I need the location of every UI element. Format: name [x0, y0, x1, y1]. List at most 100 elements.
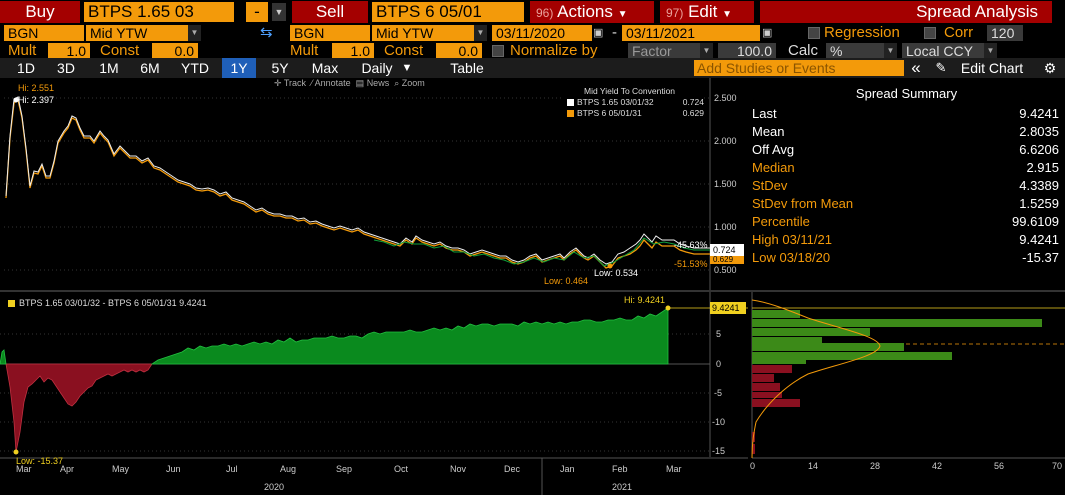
histogram-negative-bars: [752, 365, 800, 454]
y-tick-label: 2.500: [714, 93, 737, 103]
actions-menu[interactable]: 96) Actions ▼: [530, 1, 654, 23]
chevron-down-icon[interactable]: ▼: [884, 43, 897, 59]
regression-checkbox[interactable]: [808, 27, 820, 39]
news-tool[interactable]: News: [366, 78, 390, 88]
y-tick-label: -5: [714, 388, 722, 398]
calc-select[interactable]: %: [826, 43, 890, 59]
histogram-bar: [752, 360, 806, 364]
page-title: Spread Analysis: [760, 1, 1052, 23]
x-tick-label: Jan: [560, 464, 575, 474]
spread-histogram[interactable]: 0 14 28 42 56 70: [748, 292, 1065, 495]
period-6m[interactable]: 6M: [140, 60, 160, 76]
chevron-down-icon[interactable]: ▼: [474, 25, 487, 41]
sell-security-input[interactable]: BTPS 6 05/01: [372, 2, 524, 22]
y-tick-label: 5: [716, 329, 721, 339]
legend-item[interactable]: BTPS 6 05/01/31 0.629: [564, 108, 704, 119]
source-2-field[interactable]: BGN: [290, 25, 370, 41]
source-1-field[interactable]: BGN: [4, 25, 84, 41]
histogram-bar: [752, 383, 780, 391]
corr-window-input[interactable]: 120: [987, 25, 1023, 41]
pencil-icon[interactable]: ✎: [935, 60, 947, 75]
spread-chart[interactable]: 5 0 -5 -10 -15 Mar Apr May Jun Jul Aug S…: [0, 292, 748, 495]
track-icon[interactable]: ✛: [274, 78, 282, 88]
table-button[interactable]: Table: [450, 60, 484, 76]
summary-row: High 03/11/21 9.4241: [748, 230, 1065, 248]
spread-legend[interactable]: BTPS 1.65 03/01/32 - BTPS 6 05/01/31 9.4…: [8, 298, 207, 308]
const-1-input[interactable]: 0.0: [152, 43, 198, 59]
yield-chart[interactable]: 2.500 2.000 1.500 1.000 0.500 Hi: 2.551 …: [4, 78, 744, 290]
track-tool[interactable]: Track: [283, 78, 307, 88]
frequency-select[interactable]: Daily: [361, 60, 393, 76]
histogram-bar: [752, 319, 1042, 327]
currency-select[interactable]: Local CCY: [902, 43, 984, 59]
summary-row: Low 03/18/20 -15.37: [748, 248, 1065, 266]
period-ytd[interactable]: YTD: [181, 60, 209, 76]
calendar-icon[interactable]: ▣: [593, 27, 604, 39]
low-label-1: Low: 0.464: [544, 276, 589, 286]
chevron-down-icon[interactable]: ▼: [188, 25, 201, 41]
last-value-1: 0.724: [710, 244, 744, 256]
summary-value: 2.915: [1026, 159, 1059, 175]
period-1m[interactable]: 1M: [99, 60, 119, 76]
chevron-down-icon[interactable]: ▼: [700, 43, 713, 59]
x-tick-label: Oct: [394, 464, 409, 474]
pct-change-1: -45.63%: [674, 240, 708, 250]
histogram-bar: [752, 310, 800, 318]
mult-2-input[interactable]: 1.0: [332, 43, 374, 59]
zoom-tool[interactable]: Zoom: [401, 78, 425, 88]
panel-divider: [0, 290, 1065, 292]
edit-chart-button[interactable]: Edit Chart: [960, 60, 1024, 76]
buy-security-input[interactable]: BTPS 1.65 03: [84, 2, 234, 22]
summary-row: StDev 4.3389: [748, 176, 1065, 194]
field-1-select[interactable]: Mid YTW: [86, 25, 190, 41]
security-row: BGN Mid YTW ▼ ⇆ BGN Mid YTW ▼ 03/11/2020…: [0, 24, 1065, 42]
dash-select[interactable]: -: [246, 2, 268, 22]
period-1y[interactable]: 1Y: [222, 58, 256, 78]
legend-value: 0.629: [682, 108, 704, 118]
end-date-input[interactable]: 03/11/2021: [622, 25, 760, 41]
corr-checkbox[interactable]: [924, 27, 936, 39]
sell-label: Sell: [292, 1, 368, 23]
collapse-icon[interactable]: «: [911, 58, 921, 77]
summary-value: 6.6206: [1019, 141, 1059, 157]
x-tick-label: 28: [870, 461, 880, 471]
x-tick-label: Dec: [504, 464, 521, 474]
summary-value: -15.37: [1022, 249, 1059, 265]
period-1d[interactable]: 1D: [17, 60, 35, 76]
histogram-bar: [752, 374, 774, 382]
annotate-icon[interactable]: ⁄: [311, 78, 313, 88]
news-icon[interactable]: ▤: [355, 78, 365, 88]
chevron-down-icon[interactable]: ▼: [401, 62, 413, 74]
annotate-tool[interactable]: Annotate: [314, 78, 351, 88]
chart-toolbar: 1D 3D 1M 6M YTD 1Y 5Y Max Daily ▼ Table …: [0, 58, 1065, 78]
x-tick-label: Feb: [612, 464, 628, 474]
zoom-icon[interactable]: ⌕: [394, 78, 400, 88]
gear-icon[interactable]: ⚙: [1043, 60, 1057, 76]
x-tick-label: Jun: [166, 464, 181, 474]
x-tick-label: Jul: [226, 464, 238, 474]
edit-number: 97): [666, 6, 684, 20]
field-2-select[interactable]: Mid YTW: [372, 25, 476, 41]
period-3d[interactable]: 3D: [57, 60, 75, 76]
mult-1-input[interactable]: 1.0: [48, 43, 90, 59]
dash-dropdown-icon[interactable]: ▼: [272, 3, 286, 21]
normalize-checkbox[interactable]: [492, 45, 504, 57]
period-max[interactable]: Max: [311, 60, 339, 76]
start-date-input[interactable]: 03/11/2020: [492, 25, 592, 41]
studies-input[interactable]: Add Studies or Events: [694, 60, 904, 76]
spread-summary-panel: Spread Summary Last 9.4241 Mean 2.8035 Off A…: [748, 80, 1065, 288]
histogram-bar: [752, 343, 904, 351]
legend-item[interactable]: BTPS 1.65 03/01/32 0.724: [564, 97, 704, 108]
swap-icon[interactable]: ⇆: [260, 24, 273, 41]
chevron-down-icon[interactable]: ▼: [984, 43, 997, 59]
period-5y[interactable]: 5Y: [271, 60, 289, 76]
params-row: Mult 1.0 Const 0.0 Mult 1.0 Const 0.0 No…: [0, 42, 1065, 60]
edit-menu[interactable]: 97) Edit ▼: [660, 1, 754, 23]
histogram-bar: [752, 328, 870, 336]
calendar-icon[interactable]: ▣: [762, 27, 773, 39]
low-marker: [607, 263, 613, 269]
const-2-input[interactable]: 0.0: [436, 43, 482, 59]
chart-tools: ✛ Track ⁄ Annotate ▤ News ⌕ Zoom: [274, 78, 474, 90]
normalize-select[interactable]: Factor: [628, 43, 700, 59]
factor-input[interactable]: 100.0: [718, 43, 776, 59]
